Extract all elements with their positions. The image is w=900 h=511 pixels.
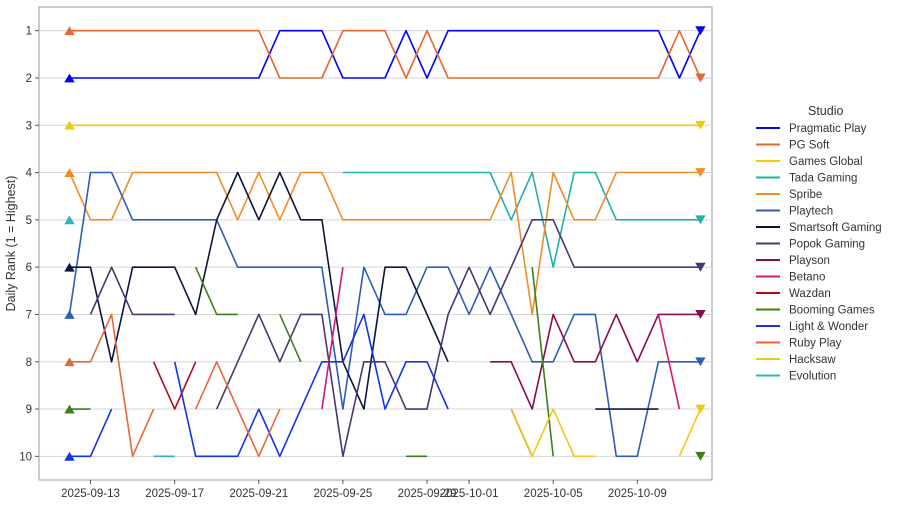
start-marker <box>64 73 75 83</box>
series-line <box>510 408 596 458</box>
y-tick-label: 9 <box>26 404 32 416</box>
x-tick-label: 2025-09-29 <box>398 488 457 500</box>
series-line <box>68 171 701 458</box>
series-line <box>69 313 155 458</box>
x-tick-label: 2025-09-17 <box>145 488 204 500</box>
series-line <box>531 267 554 457</box>
series-line <box>490 313 701 410</box>
start-marker <box>64 168 75 177</box>
series-line <box>69 171 449 410</box>
legend-label: Wazdan <box>789 288 831 300</box>
y-tick-label: 8 <box>26 357 32 369</box>
y-tick-label: 10 <box>19 451 32 463</box>
x-tick-label: 2025-09-25 <box>313 488 372 500</box>
end-marker <box>695 357 706 367</box>
legend-label: Smartsoft Gaming <box>789 222 882 234</box>
legend-label: Playson <box>789 255 830 267</box>
y-axis-title: Daily Rank (1 = Highest) <box>4 176 18 312</box>
series-line <box>69 29 702 79</box>
series-markers <box>64 26 706 461</box>
start-marker <box>64 357 75 367</box>
series-line <box>173 313 449 458</box>
legend-label: Booming Games <box>789 305 875 317</box>
x-tick-label: 2025-10-05 <box>524 488 583 500</box>
start-marker <box>64 310 75 319</box>
end-marker <box>695 404 706 414</box>
end-marker <box>695 73 706 83</box>
series-line <box>68 171 701 316</box>
start-marker <box>64 26 75 36</box>
end-marker <box>695 215 706 225</box>
series-line <box>342 171 701 269</box>
legend-label: Betano <box>789 272 825 284</box>
y-tick-label: 7 <box>26 309 32 321</box>
series-line <box>69 29 702 79</box>
y-tick-label: 6 <box>26 262 32 274</box>
series-line <box>657 314 681 410</box>
series-lines <box>68 29 702 458</box>
plot-panel <box>38 6 713 481</box>
series-line <box>194 360 281 458</box>
legend-label: Evolution <box>789 371 836 383</box>
y-tick-label: 3 <box>26 120 32 132</box>
end-marker <box>695 262 706 272</box>
end-marker <box>695 310 706 319</box>
start-marker <box>64 262 75 272</box>
legend-label: Light & Wonder <box>789 321 868 333</box>
y-tick-label: 4 <box>26 168 33 180</box>
series-line <box>279 314 302 363</box>
y-axis-ticks: 1 2 3 4 5 6 7 8 9 10 <box>19 26 39 463</box>
legend-label: Popok Gaming <box>789 239 865 251</box>
legend-label: Tada Gaming <box>789 173 857 185</box>
y-tick-label: 5 <box>26 215 32 227</box>
legend-label: Spribe <box>789 189 822 201</box>
legend: Studio Pragmatic Play PG Soft Games Global… <box>756 104 882 383</box>
x-axis-ticks: 2025-09-13 2025-09-17 2025-09-21 2025-09-25… <box>61 480 667 500</box>
series-line <box>678 408 702 457</box>
x-tick-label: 2025-09-21 <box>229 488 288 500</box>
series-line <box>321 267 344 410</box>
legend-label: Ruby Play <box>789 338 842 350</box>
x-tick-label: 2025-10-09 <box>608 488 667 500</box>
legend-label: Games Global <box>789 156 863 168</box>
end-marker <box>695 168 706 177</box>
end-marker <box>695 451 706 461</box>
legend-title: Studio <box>808 104 843 118</box>
series-line <box>215 219 701 458</box>
legend-label: PG Soft <box>789 140 830 152</box>
series-line <box>69 408 113 458</box>
series-line <box>89 266 175 316</box>
series-line <box>194 266 238 316</box>
start-marker <box>64 404 75 414</box>
y-tick-label: 1 <box>26 26 32 38</box>
start-marker <box>64 120 75 130</box>
end-marker <box>695 120 706 130</box>
legend-label: Playtech <box>789 206 833 218</box>
start-marker <box>64 215 75 225</box>
end-marker <box>695 26 706 36</box>
series-line <box>152 361 197 410</box>
y-tick-label: 2 <box>26 73 32 85</box>
start-marker <box>64 451 75 461</box>
x-tick-label: 2025-09-13 <box>61 488 120 500</box>
legend-label: Pragmatic Play <box>789 123 867 135</box>
x-tick-label: 2025-10-01 <box>440 488 499 500</box>
legend-label: Hacksaw <box>789 354 836 366</box>
